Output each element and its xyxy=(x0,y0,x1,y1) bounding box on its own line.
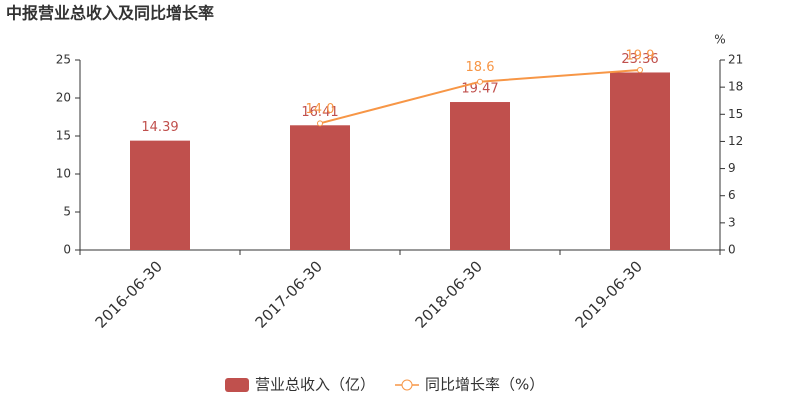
line-value-label: 14.0 xyxy=(306,102,335,117)
y2-tick-label: 18 xyxy=(728,80,743,94)
y-tick-label: 5 xyxy=(63,205,71,219)
y-tick-label: 15 xyxy=(56,129,71,143)
x-tick-label: 2016-06-30 xyxy=(92,257,166,331)
line-point xyxy=(317,120,323,127)
bar xyxy=(450,102,510,250)
y2-axis-label: % xyxy=(714,33,725,47)
bar-value-label: 23.36 xyxy=(621,52,658,67)
bar-value-label: 19.47 xyxy=(461,82,498,97)
chart-title: 中报营业总收入及同比增长率 xyxy=(6,4,214,23)
y2-tick-label: 0 xyxy=(728,243,736,257)
y2-tick-label: 12 xyxy=(728,134,743,148)
bar xyxy=(290,125,350,250)
bar xyxy=(610,72,670,251)
x-tick-label: 2019-06-30 xyxy=(572,257,646,331)
bar-value-label: 14.39 xyxy=(141,120,178,135)
legend-label: 同比增长率（%） xyxy=(425,376,544,394)
x-tick-label: 2017-06-30 xyxy=(252,257,326,331)
legend-swatch xyxy=(401,379,413,391)
y2-tick-label: 6 xyxy=(728,188,736,202)
y2-tick-label: 21 xyxy=(728,53,743,67)
x-tick-label: 2018-06-30 xyxy=(412,257,486,331)
y-tick-label: 25 xyxy=(56,53,71,67)
y2-tick-label: 9 xyxy=(728,161,736,175)
y-tick-label: 0 xyxy=(63,243,71,257)
y-tick-label: 20 xyxy=(56,91,71,105)
y2-tick-label: 15 xyxy=(728,107,743,121)
line-point xyxy=(477,78,483,85)
legend-label: 营业总收入（亿） xyxy=(255,376,375,394)
line-value-label: 19.9 xyxy=(626,48,655,63)
y-tick-label: 10 xyxy=(56,167,71,181)
legend-swatch xyxy=(225,378,249,392)
line-point xyxy=(637,66,643,73)
y2-tick-label: 3 xyxy=(728,215,736,229)
bar-value-label: 16.41 xyxy=(301,105,338,120)
bar xyxy=(130,140,190,250)
line-value-label: 18.6 xyxy=(466,60,495,75)
